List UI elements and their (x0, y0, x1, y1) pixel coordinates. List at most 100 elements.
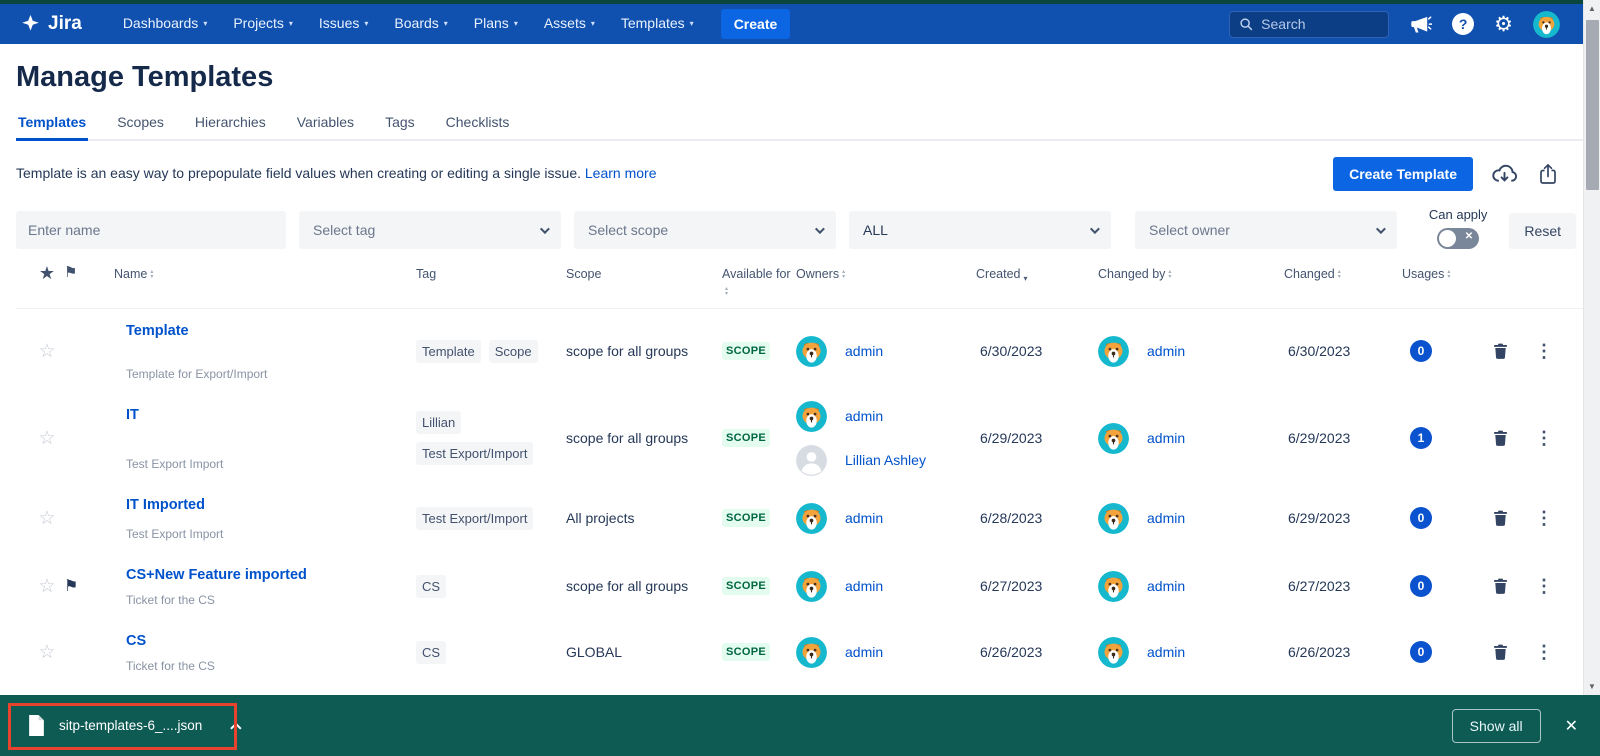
owner-link[interactable]: admin (845, 644, 883, 660)
scope-cell: scope for all groups (566, 553, 722, 619)
templates-table: ☆ Template Template for Export/Import Te… (16, 309, 1600, 685)
delete-trash-icon[interactable] (1492, 643, 1509, 661)
delete-trash-icon[interactable] (1492, 577, 1509, 595)
export-icon[interactable] (1536, 162, 1560, 186)
announcements-icon[interactable] (1409, 13, 1432, 36)
owner-link[interactable]: admin (845, 343, 883, 359)
changed-by-link[interactable]: admin (1147, 578, 1185, 594)
tab-templates[interactable]: Templates (16, 108, 88, 139)
table-row: ☆ CS Ticket for the CS CS GLOBAL SCOPE a… (16, 619, 1600, 685)
template-name-link[interactable]: Template (126, 323, 189, 339)
owner-link[interactable]: admin (845, 408, 883, 424)
user-avatar[interactable] (1533, 11, 1560, 38)
sort-icon[interactable]: ▴▾ (725, 287, 728, 297)
owner-link[interactable]: Lillian Ashley (845, 452, 926, 468)
kebab-menu-icon[interactable]: ⋮ (1535, 642, 1553, 663)
sort-icon[interactable]: ▴▾ (150, 270, 153, 280)
star-icon[interactable]: ☆ (38, 507, 55, 530)
sort-icon[interactable]: ▴▾ (1168, 270, 1171, 280)
kebab-menu-icon[interactable]: ⋮ (1535, 576, 1553, 597)
template-name-link[interactable]: IT (126, 407, 139, 423)
jira-logo[interactable]: Jira (20, 13, 82, 35)
star-icon[interactable]: ☆ (38, 340, 55, 363)
star-icon[interactable]: ☆ (38, 427, 55, 450)
kebab-menu-icon[interactable]: ⋮ (1535, 341, 1553, 362)
star-icon[interactable]: ☆ (38, 641, 55, 664)
tab-hierarchies[interactable]: Hierarchies (193, 108, 268, 139)
scope-filter-select[interactable]: Select scope (574, 211, 836, 249)
available-for-filter-select[interactable]: ALL (849, 211, 1111, 249)
changed-date: 6/29/2023 (1284, 393, 1402, 483)
nav-item-plans[interactable]: Plans▾ (474, 15, 518, 31)
changed-by-link[interactable]: admin (1147, 343, 1185, 359)
template-name-link[interactable]: IT Imported (126, 497, 205, 513)
tab-tags[interactable]: Tags (383, 108, 417, 139)
tab-scopes[interactable]: Scopes (115, 108, 166, 139)
help-icon[interactable]: ? (1452, 13, 1474, 35)
sort-icon[interactable]: ▴▾ (1338, 270, 1341, 280)
tag-filter-select[interactable]: Select tag (299, 211, 561, 249)
nav-item-assets[interactable]: Assets▾ (544, 15, 595, 31)
name-filter-input[interactable] (16, 211, 286, 249)
changed-by-link[interactable]: admin (1147, 430, 1185, 446)
sort-icon[interactable]: ▴▾ (1447, 270, 1450, 280)
column-header-tag[interactable]: Tag (416, 263, 566, 283)
chevron-up-icon[interactable] (231, 722, 242, 733)
column-header-scope[interactable]: Scope (566, 263, 722, 283)
learn-more-link[interactable]: Learn more (585, 165, 657, 181)
column-header-name[interactable]: Name▴▾ (106, 263, 416, 283)
settings-gear-icon[interactable]: ⚙ (1494, 14, 1513, 35)
nav-item-dashboards[interactable]: Dashboards▾ (123, 15, 208, 31)
kebab-menu-icon[interactable]: ⋮ (1535, 508, 1553, 529)
owner-link[interactable]: admin (845, 510, 883, 526)
changed-by-link[interactable]: admin (1147, 510, 1185, 526)
star-icon[interactable]: ☆ (38, 575, 55, 598)
close-downloads-icon[interactable]: ✕ (1561, 712, 1582, 740)
downloaded-file-chip[interactable]: sitp-templates-6_....json (28, 715, 242, 736)
show-all-button[interactable]: Show all (1452, 709, 1541, 743)
column-header-changed[interactable]: Changed▴▾ (1284, 263, 1402, 283)
star-column-header-icon[interactable]: ★ (39, 263, 55, 284)
column-header-owners[interactable]: Owners▴▾ (796, 263, 976, 283)
template-name-link[interactable]: CS+New Feature imported (126, 567, 307, 583)
column-header-created[interactable]: Created▾ (976, 263, 1098, 283)
template-name-link[interactable]: CS (126, 633, 146, 649)
sort-desc-icon[interactable]: ▾ (1023, 267, 1027, 283)
tab-checklists[interactable]: Checklists (444, 108, 512, 139)
scrollbar-thumb[interactable] (1586, 20, 1599, 190)
vertical-scrollbar[interactable]: ▲ ▼ (1583, 0, 1600, 695)
flag-column-header-icon[interactable]: ⚑ (64, 263, 106, 281)
owners-cell: admin Lillian Ashley (796, 393, 976, 483)
import-cloud-icon[interactable] (1491, 161, 1518, 188)
nav-item-projects[interactable]: Projects▾ (233, 15, 293, 31)
delete-trash-icon[interactable] (1492, 429, 1509, 447)
available-for-badge: SCOPE (722, 509, 770, 527)
owner-filter-select[interactable]: Select owner (1135, 211, 1397, 249)
nav-item-templates[interactable]: Templates▾ (621, 15, 694, 31)
delete-trash-icon[interactable] (1492, 509, 1509, 527)
reset-button[interactable]: Reset (1509, 213, 1576, 249)
chevron-down-icon: ▾ (690, 19, 694, 28)
column-header-usages[interactable]: Usages▴▾ (1402, 263, 1472, 283)
scrollbar-down-arrow[interactable]: ▼ (1584, 678, 1600, 694)
tab-bar: Templates Scopes Hierarchies Variables Tags C… (16, 108, 1584, 141)
column-header-changed-by[interactable]: Changed by▴▾ (1098, 263, 1284, 283)
kebab-menu-icon[interactable]: ⋮ (1535, 428, 1553, 449)
can-apply-toggle[interactable]: ✕ (1437, 228, 1479, 249)
nav-item-issues[interactable]: Issues▾ (319, 15, 368, 31)
column-header-available-for[interactable]: Available for▴▾ (722, 263, 796, 300)
changed-by-link[interactable]: admin (1147, 644, 1185, 660)
downloaded-filename: sitp-templates-6_....json (59, 718, 202, 733)
owner-link[interactable]: admin (845, 578, 883, 594)
nav-item-boards[interactable]: Boards▾ (394, 15, 447, 31)
create-template-button[interactable]: Create Template (1333, 157, 1473, 191)
sort-icon[interactable]: ▴▾ (842, 270, 845, 280)
tab-variables[interactable]: Variables (295, 108, 356, 139)
created-date: 6/26/2023 (976, 619, 1098, 685)
chevron-down-icon (1090, 224, 1100, 234)
search-input[interactable]: Search (1229, 11, 1389, 38)
scrollbar-up-arrow[interactable]: ▲ (1584, 0, 1600, 16)
delete-trash-icon[interactable] (1492, 342, 1509, 360)
create-button[interactable]: Create (721, 9, 791, 39)
file-icon (28, 715, 45, 736)
